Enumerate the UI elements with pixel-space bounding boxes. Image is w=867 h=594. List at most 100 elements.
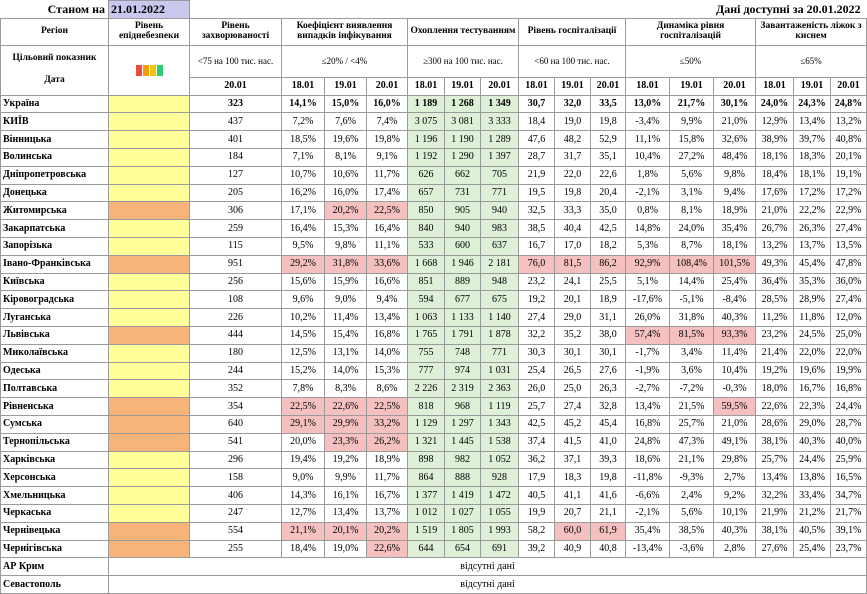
danger-level-indicator xyxy=(135,64,163,76)
danger-level-cell xyxy=(108,325,190,345)
oxy-value: 18,1% xyxy=(755,147,795,167)
dyn-value: 25,4% xyxy=(713,272,757,292)
danger-level-cell xyxy=(108,308,190,327)
oxy-value: 25,0% xyxy=(830,325,867,345)
hosp-value: 41,5 xyxy=(554,432,591,452)
test-value: 755 xyxy=(407,343,445,363)
hosp-value: 40,9 xyxy=(554,539,591,559)
det-value: 8,1% xyxy=(324,147,367,167)
date-header: 19.01 xyxy=(554,76,591,96)
det-value: 33,2% xyxy=(366,414,408,434)
det-value: 16,0% xyxy=(324,183,367,203)
test-value: 850 xyxy=(407,201,445,221)
danger-level-cell xyxy=(108,521,190,541)
oxy-value: 25,7% xyxy=(755,450,795,470)
det-value: 16,6% xyxy=(366,272,408,292)
hosp-value: 19,9 xyxy=(518,503,555,523)
date-header: 20.01 xyxy=(480,76,519,96)
oxy-value: 24,0% xyxy=(755,94,795,114)
hosp-value: 40,4 xyxy=(554,219,591,238)
dyn-value: 0,8% xyxy=(624,201,671,221)
hosp-value: 21,1 xyxy=(590,503,626,523)
danger-level-cell xyxy=(108,414,190,434)
test-value: 2 319 xyxy=(444,379,481,399)
test-value: 654 xyxy=(444,539,481,559)
date-label: Дата xyxy=(44,75,65,86)
date-header: 20.01 xyxy=(366,76,408,96)
region-name: Миколаївська xyxy=(0,343,109,363)
oxy-value: 36,0% xyxy=(830,272,867,292)
dyn-value: 18,1% xyxy=(713,236,757,256)
danger-level-cell xyxy=(108,219,190,238)
dyn-value: 11,4% xyxy=(713,343,757,363)
oxy-value: 28,7% xyxy=(830,414,867,434)
table-row: АР Крим відсутні дані xyxy=(0,557,867,577)
det-value: 19,2% xyxy=(324,450,367,470)
target-label: Цільовий показник xyxy=(12,53,97,64)
det-value: 15,9% xyxy=(324,272,367,292)
region-name: Львівська xyxy=(0,325,109,345)
hosp-value: 52,9 xyxy=(590,130,626,149)
oxy-value: 49,3% xyxy=(755,254,795,274)
test-value: 1 878 xyxy=(480,325,519,345)
hosp-value: 18,3 xyxy=(554,468,591,488)
det-value: 16,4% xyxy=(366,219,408,238)
test-value: 1 027 xyxy=(444,503,481,523)
col-region-header: Регіон xyxy=(0,17,109,46)
danger-level-cell xyxy=(108,130,190,149)
det-value: 22,5% xyxy=(281,397,325,416)
test-value: 818 xyxy=(407,397,445,416)
hosp-value: 32,5 xyxy=(518,201,555,221)
table-row: Полтавська 352 7,8% 8,3% 8,6% 2 226 2 319 2 363… xyxy=(0,379,867,399)
dyn-value: -17,6% xyxy=(624,290,671,310)
hosp-value: 58,2 xyxy=(518,521,555,541)
table-row: Івано-Франківська 951 29,2% 31,8% 33,6% 1 668… xyxy=(0,254,867,274)
hosp-value: 31,1 xyxy=(590,308,626,327)
danger-level-cell xyxy=(108,183,190,203)
test-value: 1 377 xyxy=(407,486,445,505)
oxy-value: 21,7% xyxy=(830,503,867,523)
oxy-value: 17,2% xyxy=(793,183,832,203)
table-row: Кіровоградська 108 9,6% 9,0% 9,4% 594 677 675 19… xyxy=(0,290,867,310)
oxy-value: 16,8% xyxy=(830,379,867,399)
oxy-value: 13,4% xyxy=(755,468,795,488)
date-header: 20.01 xyxy=(830,76,867,96)
hosp-value: 32,0 xyxy=(554,94,591,114)
hosp-value: 41,6 xyxy=(590,486,626,505)
test-value: 1 031 xyxy=(480,361,519,381)
table-row: Сумська 640 29,1% 29,9% 33,2% 1 129 1 297 1 343… xyxy=(0,414,867,434)
det-value: 29,9% xyxy=(324,414,367,434)
dyn-value: 5,6% xyxy=(669,165,715,185)
det-value: 20,2% xyxy=(366,521,408,541)
danger-level-cell xyxy=(108,147,190,167)
dyn-value: 27,2% xyxy=(669,147,715,167)
det-value: 7,2% xyxy=(281,112,325,132)
test-value: 1 445 xyxy=(444,432,481,452)
test-value: 889 xyxy=(444,272,481,292)
det-value: 29,1% xyxy=(281,414,325,434)
incidence-value: 115 xyxy=(189,236,282,256)
test-value: 1 538 xyxy=(480,432,519,452)
det-value: 7,1% xyxy=(281,147,325,167)
oxy-value: 23,7% xyxy=(830,539,867,559)
test-value: 1 946 xyxy=(444,254,481,274)
det-value: 9,9% xyxy=(324,468,367,488)
hosp-value: 23,2 xyxy=(518,272,555,292)
oxy-value: 18,0% xyxy=(755,379,795,399)
test-value: 888 xyxy=(444,468,481,488)
test-value: 677 xyxy=(444,290,481,310)
oxy-value: 18,1% xyxy=(793,165,832,185)
det-value: 17,1% xyxy=(281,201,325,221)
test-value: 748 xyxy=(444,343,481,363)
dyn-value: 9,9% xyxy=(669,112,715,132)
oxy-value: 17,6% xyxy=(755,183,795,203)
dyn-value: 10,1% xyxy=(713,503,757,523)
test-value: 1 765 xyxy=(407,325,445,345)
hosp-value: 30,7 xyxy=(518,94,555,114)
hosp-value: 20,1 xyxy=(554,290,591,310)
det-value: 33,6% xyxy=(366,254,408,274)
oxy-value: 23,2% xyxy=(755,325,795,345)
dyn-value: -1,7% xyxy=(624,343,671,363)
det-value: 8,6% xyxy=(366,379,408,399)
incidence-value: 244 xyxy=(189,361,282,381)
